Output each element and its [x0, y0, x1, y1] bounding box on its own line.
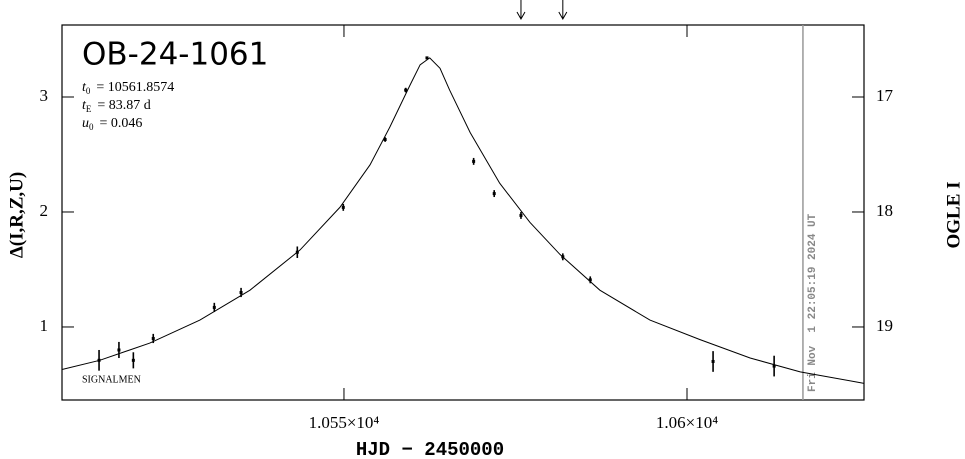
data-point [117, 348, 121, 352]
parameter-value: = 0.046 [100, 116, 143, 131]
data-point [404, 88, 408, 92]
parameter: t0 = 10561.8574 [82, 80, 174, 96]
model-curve [61, 57, 865, 384]
parameter: tE = 83.87 d [82, 98, 151, 114]
y-axis-label: Δ(I,R,Z,U) [6, 172, 27, 258]
parameter-symbol: t [82, 80, 87, 95]
data-point [131, 358, 135, 362]
y2-tick-label: 19 [876, 316, 893, 335]
data-point [425, 56, 429, 60]
y2-tick-label: 18 [876, 201, 893, 220]
y-tick-label: 3 [40, 86, 49, 105]
parameter: u0 = 0.046 [82, 116, 142, 132]
data-point [239, 290, 243, 294]
y2-axis-label: OGLE I [943, 181, 964, 248]
parameter-value: = 10561.8574 [96, 80, 174, 95]
y2-tick-label: 17 [876, 86, 894, 105]
data-point [772, 364, 776, 368]
parameter-value: = 83.87 d [97, 98, 150, 113]
plot-frame [61, 24, 865, 401]
x-axis-label: HJD − 2450000 [356, 439, 504, 459]
parameter-subscript: 0 [86, 86, 91, 96]
y-tick-label: 1 [40, 316, 49, 335]
data-point [212, 305, 216, 309]
y-tick-label: 2 [40, 201, 49, 220]
parameter-subscript: E [86, 104, 92, 114]
parameter-subscript: 0 [89, 122, 94, 132]
data-point [472, 159, 476, 163]
arrow [516, 0, 526, 21]
parameter-symbol: u [82, 116, 89, 131]
data-point [492, 192, 496, 196]
arrow [558, 0, 568, 21]
data-point [588, 278, 592, 282]
parameter-symbol: t [82, 98, 87, 113]
x-tick-label: 1.055×10⁴ [309, 413, 380, 432]
chart-title: OB-24-1061 [82, 37, 268, 73]
date-label: Fri Nov 1 22:05:19 2024 UT [807, 213, 819, 392]
data-point [519, 213, 523, 217]
data-point [151, 336, 155, 340]
data-point [383, 138, 387, 142]
data-point [341, 205, 345, 209]
data-point [711, 359, 715, 363]
x-tick-label: 1.06×10⁴ [656, 413, 718, 432]
annotation: SIGNALMEN [82, 374, 141, 385]
